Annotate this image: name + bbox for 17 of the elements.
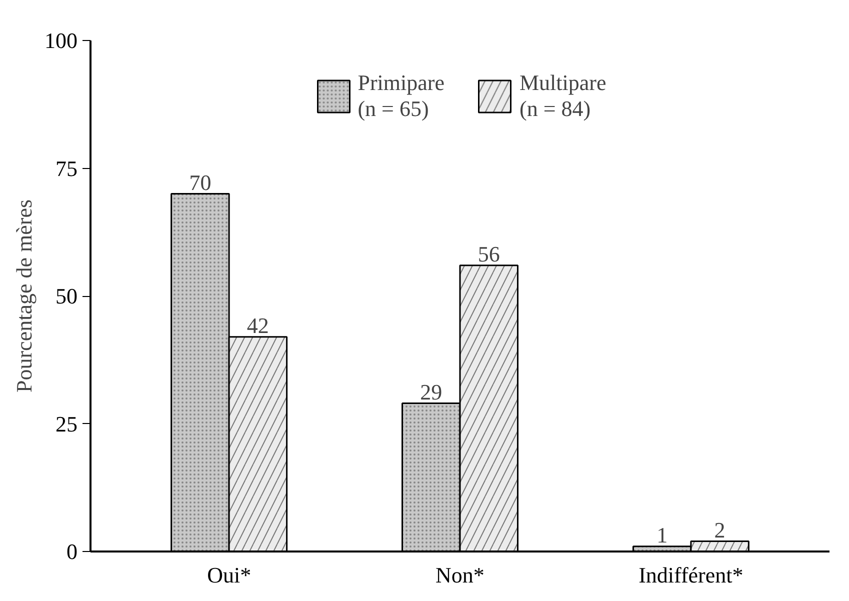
data-label: 29 [420,379,442,404]
legend-label: Multipare (n = 84) [520,70,606,122]
data-label: 70 [189,170,212,195]
y-tick-label: 0 [66,539,78,564]
x-tick-label: Non* [436,562,484,588]
x-tick-label: Oui* [207,562,252,588]
x-tick-label: Indifférent* [638,562,744,588]
data-label: 2 [714,517,726,542]
legend-label: Primipare (n = 65) [358,70,444,122]
data-label: 1 [656,522,668,548]
y-tick-label: 75 [56,156,78,181]
y-tick-label: 100 [44,28,78,53]
data-label: 42 [246,312,269,338]
y-tick-label: 50 [56,284,78,308]
data-label: 56 [478,241,500,266]
y-tick-label: 25 [56,411,78,436]
y-axis-title: Pourcentage de mères [12,199,36,393]
